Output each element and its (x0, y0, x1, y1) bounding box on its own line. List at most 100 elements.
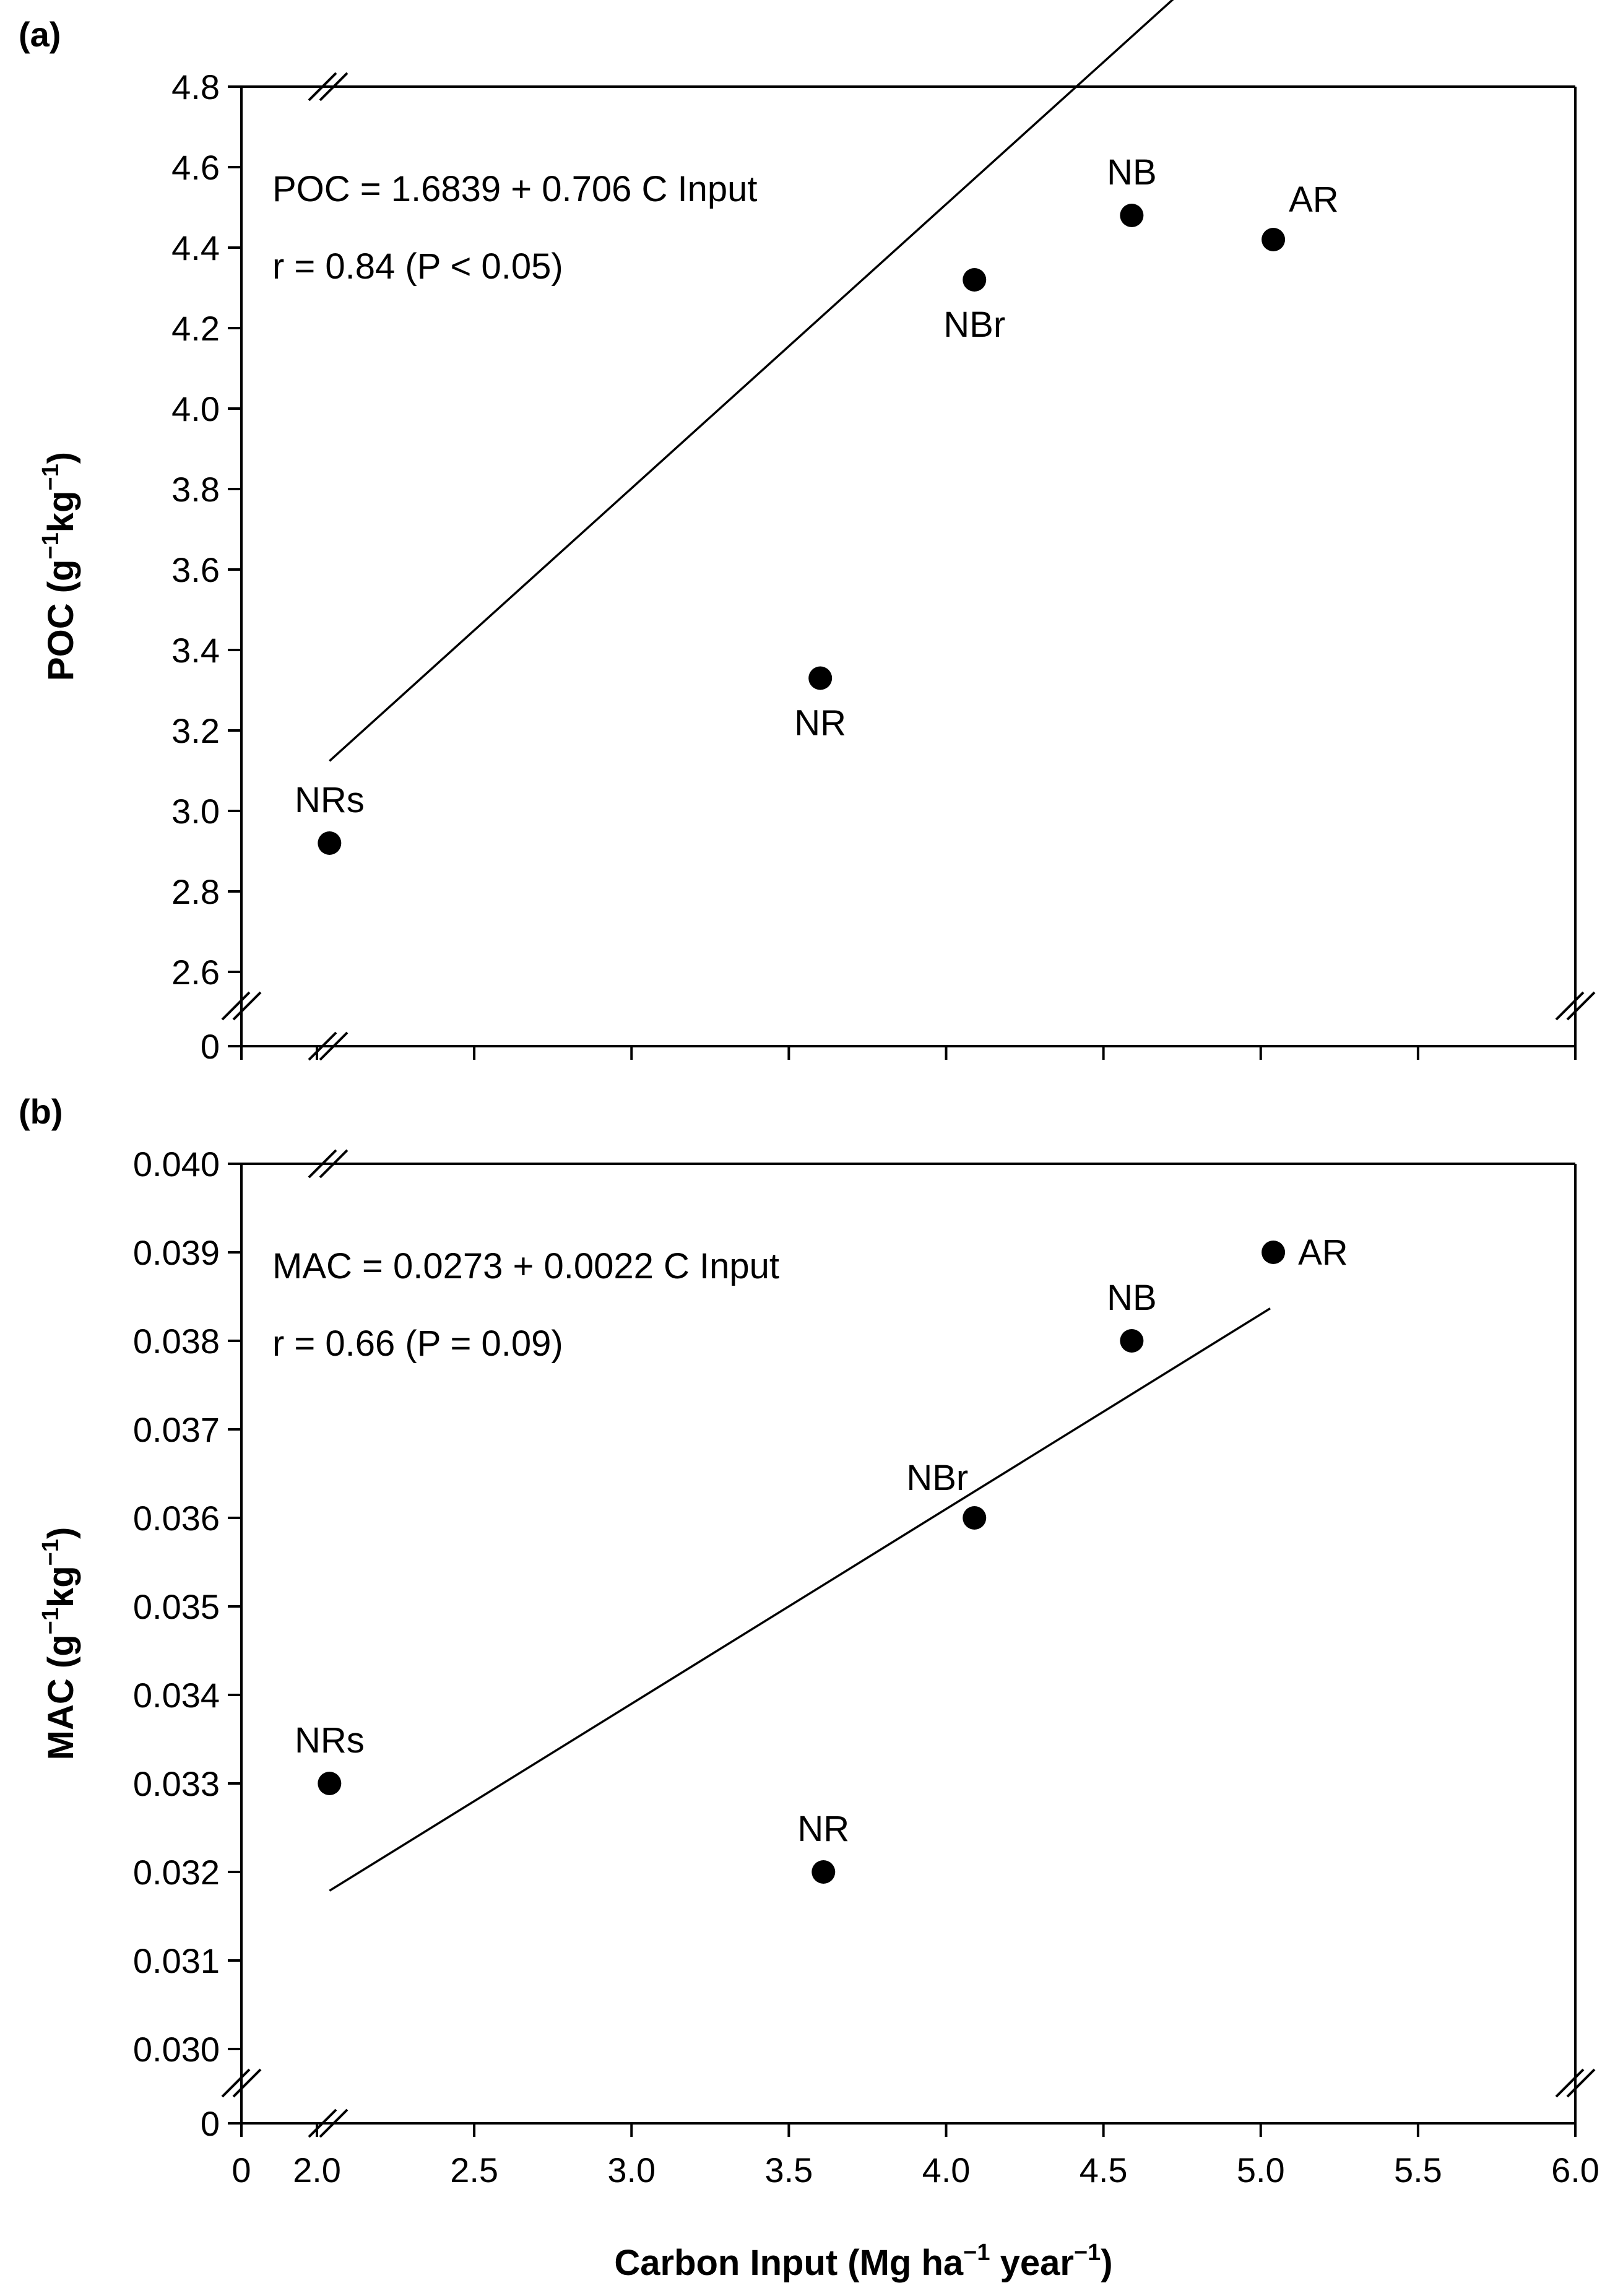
y-axis-title-b: MAC (g−1kg−1) (38, 1527, 81, 1761)
x-tick-label-6: 5.0 (1237, 2151, 1285, 2190)
x-tick-label-3: 3.5 (764, 2151, 813, 2190)
y-tick-label-b-7: 0.037 (133, 1410, 220, 1449)
y-tick-label-a-7: 4.0 (171, 389, 220, 428)
y-axis-title-part-b-1: −1 (38, 1608, 64, 1634)
y-tick-label-a-6: 3.8 (171, 470, 220, 509)
regression-line-a (329, 0, 1174, 762)
axis-break-y-a (221, 991, 262, 1021)
axis-break-top-a-stroke-1 (308, 72, 337, 102)
y-tick-label-a-11: 4.8 (171, 67, 220, 106)
y-tick-label-b-5: 0.035 (133, 1587, 220, 1626)
point-label-b-ar: AR (1298, 1232, 1348, 1273)
axis-break-right-b (1555, 2068, 1596, 2098)
data-point-a-nbr (963, 268, 987, 292)
panel-b: (b) 0.030 0.031 0.032 0.033 0.034 0.035 0.036 0.… (19, 1092, 1599, 2190)
data-point-b-ar (1262, 1241, 1286, 1264)
x-tick-label-2: 3.0 (607, 2151, 656, 2190)
axis-break-x-b-stroke-2 (319, 2108, 348, 2138)
plot-frame-a (240, 85, 1577, 1047)
axis-break-y-a-stroke-1 (221, 991, 251, 1021)
y-tick-label-a-3: 3.2 (171, 711, 220, 750)
axis-break-right-b-stroke-2 (1566, 2068, 1596, 2098)
axis-break-y-a-stroke-2 (232, 991, 262, 1021)
stat-text-a: r = 0.84 (P < 0.05) (272, 246, 563, 287)
y-axis-title-part-b-0: MAC (g (41, 1634, 81, 1760)
x-tick-label-8: 6.0 (1551, 2151, 1599, 2190)
y-tick-label-a-0: 2.6 (171, 953, 220, 992)
axis-break-top-a-stroke-2 (319, 72, 348, 102)
point-label-a-nbr: NBr (943, 305, 1005, 345)
y-tick-label-b-8: 0.038 (133, 1322, 220, 1361)
point-label-a-nb: NB (1107, 152, 1157, 193)
point-label-b-nrs: NRs (295, 1720, 365, 1761)
point-label-b-nb: NB (1107, 1278, 1157, 1318)
y-tick-label-b-0: 0.030 (133, 2030, 220, 2069)
y-axis-title-part-b-4: ) (41, 1527, 81, 1539)
axis-break-x-a (308, 1031, 348, 1061)
y-tick-label-b-3: 0.033 (133, 1764, 220, 1803)
axis-break-right-a-stroke-1 (1555, 991, 1585, 1021)
point-label-a-ar: AR (1289, 180, 1339, 220)
x-zero-label: 0 (232, 2151, 251, 2190)
y-tick-label-b-4: 0.034 (133, 1676, 220, 1715)
data-point-b-nb (1120, 1329, 1144, 1353)
axis-break-y-b-stroke-2 (232, 2068, 262, 2098)
stat-text-b: r = 0.66 (P = 0.09) (272, 1323, 563, 1364)
y-axis-title-part-b-3: −1 (38, 1539, 64, 1566)
axis-break-top-b (308, 1149, 348, 1179)
y-tick-label-b-10: 0.040 (133, 1145, 220, 1184)
axis-break-top-a (308, 72, 348, 102)
y-tick-label-a-2: 3.0 (171, 792, 220, 831)
data-point-a-nb (1120, 204, 1144, 227)
y-tick-label-a-1: 2.8 (171, 872, 220, 911)
y-axis-title-a: POC (g−1kg−1) (38, 452, 81, 681)
regression-line-b (329, 1307, 1271, 1892)
x-tick-label-4: 4.0 (922, 2151, 971, 2190)
data-point-a-nrs (318, 831, 342, 855)
y-tick-label-a-10: 4.6 (171, 148, 220, 187)
y-axis-title-part-a-2: kg (41, 491, 81, 533)
y-axis-title-part-a-0: POC (g (41, 560, 81, 682)
point-label-b-nbr: NBr (906, 1458, 968, 1498)
panel-label-b: (b) (19, 1092, 63, 1131)
y-axis-title-part-a-4: ) (41, 452, 81, 464)
axis-break-right-a-stroke-2 (1566, 991, 1596, 1021)
y-tick-label-a-4: 3.4 (171, 631, 220, 670)
axis-break-x-a-stroke-2 (319, 1031, 348, 1061)
y-zero-label-b: 0 (201, 2104, 220, 2143)
x-tick-label-0: 2.0 (293, 2151, 341, 2190)
y-axis-title-part-a-3: −1 (38, 464, 64, 490)
y-tick-label-a-5: 3.6 (171, 550, 220, 589)
data-point-b-nbr (963, 1506, 987, 1530)
axis-break-y-b-stroke-1 (221, 2068, 251, 2098)
axis-break-x-b-stroke-1 (308, 2108, 337, 2138)
panel-a: (a) 2.6 2.8 3.0 3.2 3.4 3.6 3.8 4.0 4.2 4.4 4.6 4.8 0… (19, 0, 1596, 1066)
x-tick-label-5: 4.5 (1080, 2151, 1128, 2190)
equation-text-b: MAC = 0.0273 + 0.0022 C Input (272, 1246, 779, 1286)
x-tick-label-7: 5.5 (1394, 2151, 1442, 2190)
data-point-a-ar (1262, 228, 1286, 251)
axis-break-right-b-stroke-1 (1555, 2068, 1585, 2098)
axis-break-top-b-stroke-2 (319, 1149, 348, 1179)
axis-break-x-a-stroke-1 (308, 1031, 337, 1061)
y-tick-label-b-6: 0.036 (133, 1499, 220, 1538)
y-tick-label-a-8: 4.2 (171, 309, 220, 348)
y-tick-label-a-9: 4.4 (171, 228, 220, 267)
y-tick-label-b-9: 0.039 (133, 1233, 220, 1272)
axis-break-top-b-stroke-1 (308, 1149, 337, 1179)
data-point-b-nr (811, 1860, 836, 1884)
equation-text-a: POC = 1.6839 + 0.706 C Input (272, 169, 758, 209)
data-point-b-nrs (318, 1772, 342, 1795)
point-label-b-nr: NR (797, 1809, 849, 1849)
y-axis-title-part-a-1: −1 (38, 532, 64, 559)
panel-label-a: (a) (19, 15, 61, 54)
y-axis-title-part-b-2: kg (41, 1566, 81, 1608)
x-tick-label-1: 2.5 (450, 2151, 498, 2190)
axis-break-x-b (308, 2108, 348, 2138)
y-tick-label-b-2: 0.032 (133, 1853, 220, 1892)
y-zero-label-a: 0 (201, 1027, 220, 1066)
y-tick-label-b-1: 0.031 (133, 1941, 220, 1980)
axis-break-right-a (1555, 991, 1596, 1021)
data-point-a-nr (808, 666, 833, 690)
